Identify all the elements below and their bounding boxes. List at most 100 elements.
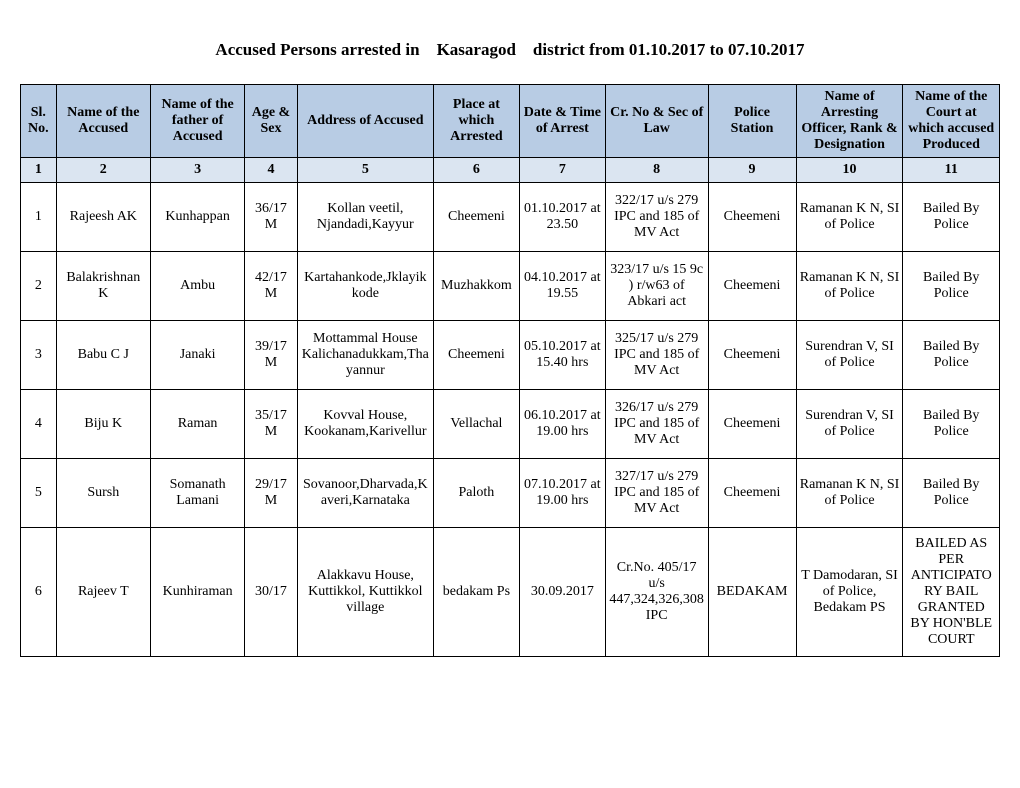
cell-sl: 4 (21, 390, 57, 459)
cell-datetime: 06.10.2017 at 19.00 hrs (519, 390, 605, 459)
cell-age: 39/17 M (245, 321, 297, 390)
cell-father: Somanath Lamani (150, 459, 244, 528)
cell-sl: 3 (21, 321, 57, 390)
cell-father: Kunhappan (150, 183, 244, 252)
cell-station: Cheemeni (708, 390, 796, 459)
col-number: 4 (245, 158, 297, 183)
col-header: Cr. No & Sec of Law (605, 85, 708, 158)
col-header: Age & Sex (245, 85, 297, 158)
cell-name: Balakrishnan K (56, 252, 150, 321)
cell-sl: 2 (21, 252, 57, 321)
cell-age: 29/17 M (245, 459, 297, 528)
cell-place: Cheemeni (433, 183, 519, 252)
cell-place: Muzhakkom (433, 252, 519, 321)
cell-age: 36/17 M (245, 183, 297, 252)
col-header: Address of Accused (297, 85, 433, 158)
cell-station: Cheemeni (708, 459, 796, 528)
cell-address: Mottammal House Kalichanadukkam,Thayannu… (297, 321, 433, 390)
cell-name: Sursh (56, 459, 150, 528)
table-row: 6Rajeev TKunhiraman30/17Alakkavu House, … (21, 528, 1000, 657)
cell-place: bedakam Ps (433, 528, 519, 657)
title-part-c: district from 01.10.2017 to 07.10.2017 (533, 40, 805, 59)
col-number: 10 (796, 158, 903, 183)
cell-name: Rajeesh AK (56, 183, 150, 252)
cell-datetime: 01.10.2017 at 23.50 (519, 183, 605, 252)
cell-sl: 1 (21, 183, 57, 252)
cell-datetime: 07.10.2017 at 19.00 hrs (519, 459, 605, 528)
cell-officer: Surendran V, SI of Police (796, 390, 903, 459)
cell-address: Alakkavu House, Kuttikkol, Kuttikkol vil… (297, 528, 433, 657)
cell-station: Cheemeni (708, 183, 796, 252)
table-row: 3Babu C JJanaki39/17 MMottammal House Ka… (21, 321, 1000, 390)
col-number: 8 (605, 158, 708, 183)
cell-court: Bailed By Police (903, 459, 1000, 528)
col-number: 11 (903, 158, 1000, 183)
col-number: 2 (56, 158, 150, 183)
cell-sl: 6 (21, 528, 57, 657)
cell-place: Paloth (433, 459, 519, 528)
header-row: Sl. No. Name of the Accused Name of the … (21, 85, 1000, 158)
cell-crno: 327/17 u/s 279 IPC and 185 of MV Act (605, 459, 708, 528)
cell-father: Raman (150, 390, 244, 459)
cell-station: Cheemeni (708, 252, 796, 321)
title-part-b: Kasaragod (437, 40, 516, 59)
cell-officer: T Damodaran, SI of Police, Bedakam PS (796, 528, 903, 657)
table-row: 1Rajeesh AKKunhappan36/17 MKollan veetil… (21, 183, 1000, 252)
col-number: 6 (433, 158, 519, 183)
col-number: 9 (708, 158, 796, 183)
col-header: Police Station (708, 85, 796, 158)
col-number: 5 (297, 158, 433, 183)
cell-datetime: 04.10.2017 at 19.55 (519, 252, 605, 321)
cell-address: Sovanoor,Dharvada,Kaveri,Karnataka (297, 459, 433, 528)
cell-officer: Ramanan K N, SI of Police (796, 252, 903, 321)
cell-address: Kollan veetil, Njandadi,Kayyur (297, 183, 433, 252)
col-number: 3 (150, 158, 244, 183)
col-header: Place at which Arrested (433, 85, 519, 158)
cell-station: BEDAKAM (708, 528, 796, 657)
cell-officer: Ramanan K N, SI of Police (796, 459, 903, 528)
cell-place: Cheemeni (433, 321, 519, 390)
cell-crno: Cr.No. 405/17 u/s 447,324,326,308 IPC (605, 528, 708, 657)
table-row: 4Biju KRaman35/17 MKovval House, Kookana… (21, 390, 1000, 459)
cell-address: Kartahankode,Jklayikkode (297, 252, 433, 321)
col-number: 1 (21, 158, 57, 183)
cell-father: Janaki (150, 321, 244, 390)
col-header: Date & Time of Arrest (519, 85, 605, 158)
page-title: Accused Persons arrested in Kasaragod di… (20, 40, 1000, 60)
col-number: 7 (519, 158, 605, 183)
cell-age: 30/17 (245, 528, 297, 657)
cell-address: Kovval House, Kookanam,Karivellur (297, 390, 433, 459)
cell-name: Babu C J (56, 321, 150, 390)
title-part-a: Accused Persons arrested in (215, 40, 419, 59)
cell-age: 42/17 M (245, 252, 297, 321)
cell-officer: Ramanan K N, SI of Police (796, 183, 903, 252)
cell-place: Vellachal (433, 390, 519, 459)
cell-crno: 325/17 u/s 279 IPC and 185 of MV Act (605, 321, 708, 390)
cell-court: Bailed By Police (903, 252, 1000, 321)
cell-crno: 323/17 u/s 15 9c ) r/w63 of Abkari act (605, 252, 708, 321)
table-row: 2Balakrishnan KAmbu42/17 MKartahankode,J… (21, 252, 1000, 321)
col-header: Name of the father of Accused (150, 85, 244, 158)
arrest-table: Sl. No. Name of the Accused Name of the … (20, 84, 1000, 657)
cell-father: Kunhiraman (150, 528, 244, 657)
cell-datetime: 30.09.2017 (519, 528, 605, 657)
col-header: Name of the Court at which accused Produ… (903, 85, 1000, 158)
cell-officer: Surendran V, SI of Police (796, 321, 903, 390)
col-header: Name of Arresting Officer, Rank & Design… (796, 85, 903, 158)
cell-name: Biju K (56, 390, 150, 459)
cell-court: Bailed By Police (903, 183, 1000, 252)
cell-age: 35/17 M (245, 390, 297, 459)
col-header: Sl. No. (21, 85, 57, 158)
number-row: 1 2 3 4 5 6 7 8 9 10 11 (21, 158, 1000, 183)
cell-court: BAILED AS PER ANTICIPATORY BAIL GRANTED … (903, 528, 1000, 657)
cell-court: Bailed By Police (903, 321, 1000, 390)
cell-datetime: 05.10.2017 at 15.40 hrs (519, 321, 605, 390)
cell-crno: 322/17 u/s 279 IPC and 185 of MV Act (605, 183, 708, 252)
table-row: 5SurshSomanath Lamani29/17 MSovanoor,Dha… (21, 459, 1000, 528)
cell-name: Rajeev T (56, 528, 150, 657)
cell-station: Cheemeni (708, 321, 796, 390)
cell-crno: 326/17 u/s 279 IPC and 185 of MV Act (605, 390, 708, 459)
cell-father: Ambu (150, 252, 244, 321)
col-header: Name of the Accused (56, 85, 150, 158)
cell-court: Bailed By Police (903, 390, 1000, 459)
